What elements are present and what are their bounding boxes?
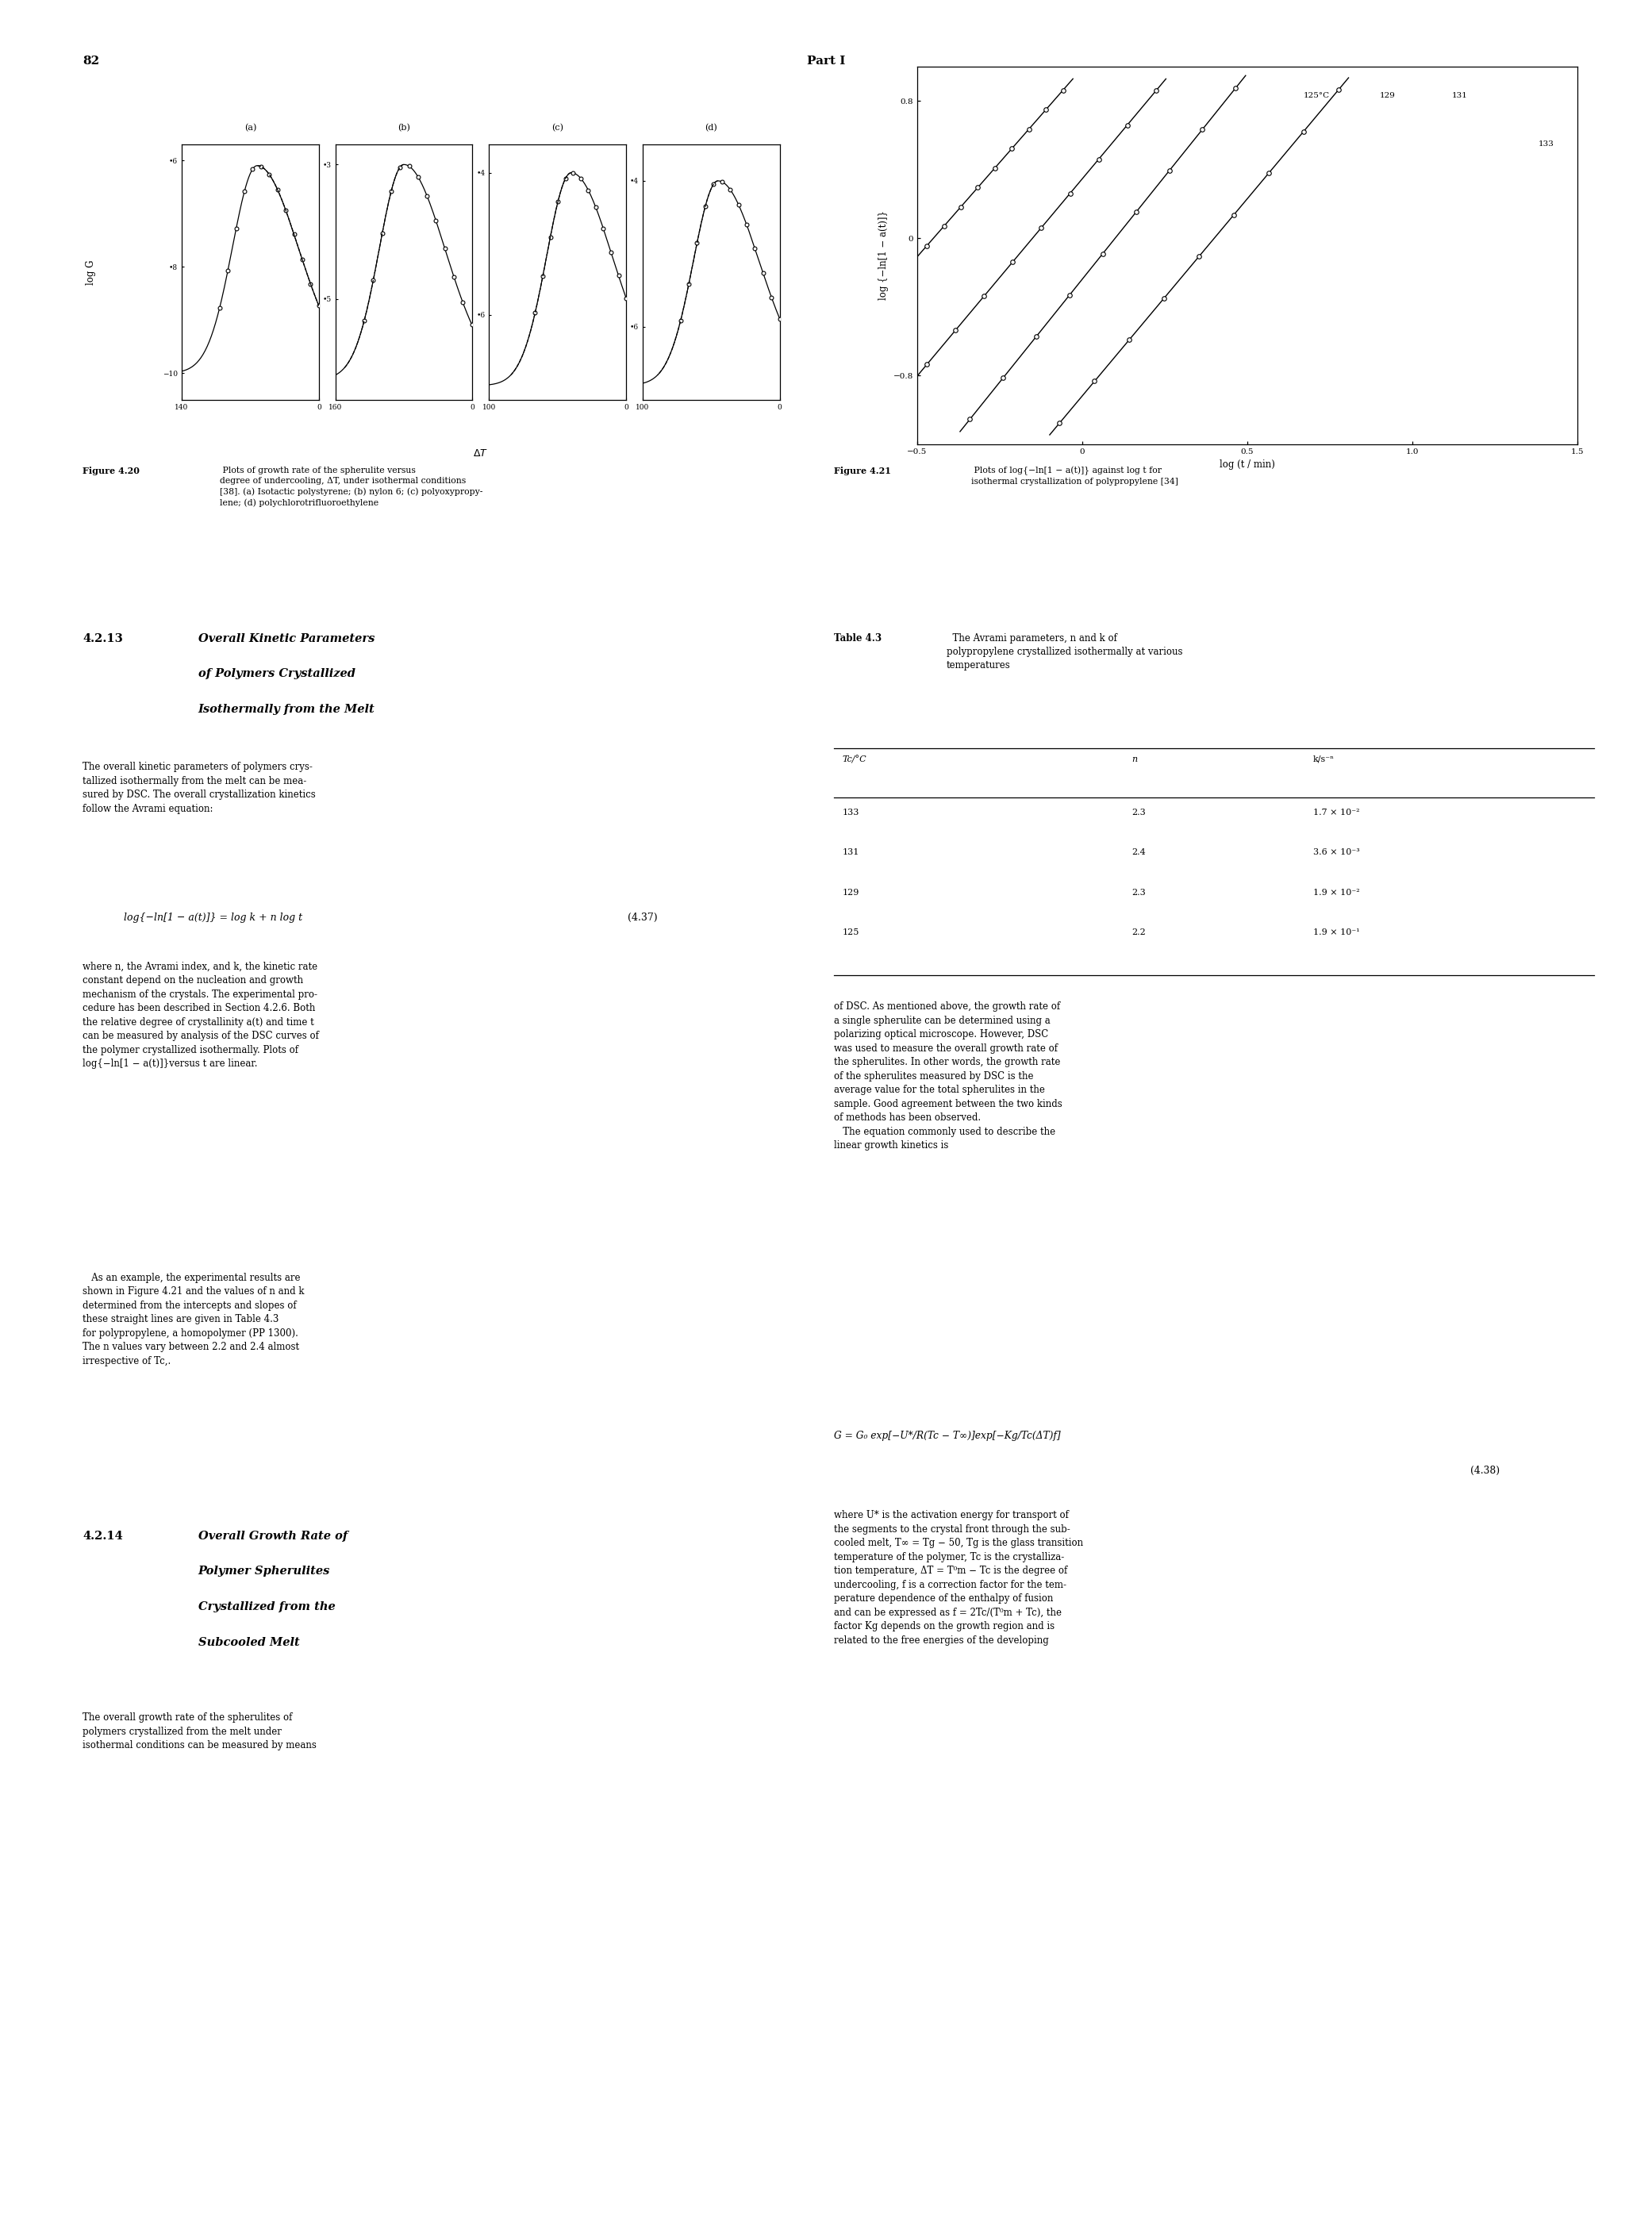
Text: The overall kinetic parameters of polymers crys-
tallized isothermally from the : The overall kinetic parameters of polyme… bbox=[83, 762, 316, 813]
Y-axis label: log {−ln[1 − a(t)]}: log {−ln[1 − a(t)]} bbox=[879, 211, 889, 300]
Text: Plots of growth rate of the spherulite versus
degree of undercooling, ΔT, under : Plots of growth rate of the spherulite v… bbox=[220, 466, 482, 506]
Text: 1.7 × 10⁻²: 1.7 × 10⁻² bbox=[1313, 808, 1360, 817]
Text: 2.3: 2.3 bbox=[1132, 808, 1146, 817]
Text: (4.38): (4.38) bbox=[1470, 1466, 1500, 1477]
Text: As an example, the experimental results are
shown in Figure 4.21 and the values : As an example, the experimental results … bbox=[83, 1273, 304, 1366]
Text: The overall growth rate of the spherulites of
polymers crystallized from the mel: The overall growth rate of the spherulit… bbox=[83, 1712, 317, 1750]
Text: Figure 4.20: Figure 4.20 bbox=[83, 466, 140, 475]
Text: (4.37): (4.37) bbox=[628, 913, 657, 924]
Text: 2.2: 2.2 bbox=[1132, 928, 1146, 937]
Text: Subcooled Melt: Subcooled Melt bbox=[198, 1637, 299, 1648]
Text: Polymer Spherulites: Polymer Spherulites bbox=[198, 1566, 330, 1577]
Text: (b): (b) bbox=[398, 124, 410, 131]
Text: (c): (c) bbox=[552, 124, 563, 131]
Text: Isothermally from the Melt: Isothermally from the Melt bbox=[198, 704, 375, 715]
Text: (d): (d) bbox=[705, 124, 717, 131]
Text: log{−ln[1 − a(t)]} = log k + n log t: log{−ln[1 − a(t)]} = log k + n log t bbox=[124, 913, 302, 924]
Text: $\Delta T$: $\Delta T$ bbox=[472, 449, 489, 460]
Text: 131: 131 bbox=[843, 848, 859, 857]
Text: Tc/°C: Tc/°C bbox=[843, 755, 867, 764]
Text: 82: 82 bbox=[83, 56, 99, 67]
Text: Overall Growth Rate of: Overall Growth Rate of bbox=[198, 1530, 347, 1541]
Text: log G: log G bbox=[86, 260, 96, 284]
Text: Overall Kinetic Parameters: Overall Kinetic Parameters bbox=[198, 633, 375, 644]
Text: G = G₀ exp[−U*/R(Tc − T∞)]exp[−Kg/Tc(ΔT)f]: G = G₀ exp[−U*/R(Tc − T∞)]exp[−Kg/Tc(ΔT)… bbox=[834, 1430, 1061, 1441]
Text: 129: 129 bbox=[1379, 93, 1396, 100]
Text: 4.2.14: 4.2.14 bbox=[83, 1530, 122, 1541]
Text: 1.9 × 10⁻²: 1.9 × 10⁻² bbox=[1313, 888, 1360, 897]
Text: 2.3: 2.3 bbox=[1132, 888, 1146, 897]
Text: of Polymers Crystallized: of Polymers Crystallized bbox=[198, 669, 355, 680]
Text: 125: 125 bbox=[843, 928, 859, 937]
Text: where n, the Avrami index, and k, the kinetic rate
constant depend on the nuclea: where n, the Avrami index, and k, the ki… bbox=[83, 962, 319, 1068]
Text: Part I: Part I bbox=[806, 56, 846, 67]
Text: 133: 133 bbox=[1538, 140, 1555, 147]
X-axis label: log (t / min): log (t / min) bbox=[1219, 460, 1275, 471]
Text: 131: 131 bbox=[1452, 93, 1469, 100]
Text: where U* is the activation energy for transport of
the segments to the crystal f: where U* is the activation energy for tr… bbox=[834, 1510, 1084, 1646]
Text: 133: 133 bbox=[843, 808, 859, 817]
Text: n: n bbox=[1132, 755, 1137, 764]
Text: 125°C: 125°C bbox=[1303, 93, 1330, 100]
Text: 2.4: 2.4 bbox=[1132, 848, 1146, 857]
Text: 4.2.13: 4.2.13 bbox=[83, 633, 122, 644]
Text: 1.9 × 10⁻¹: 1.9 × 10⁻¹ bbox=[1313, 928, 1360, 937]
Text: The Avrami parameters, n and k of
polypropylene crystallized isothermally at var: The Avrami parameters, n and k of polypr… bbox=[947, 633, 1183, 671]
Text: 129: 129 bbox=[843, 888, 859, 897]
Text: Plots of log{−ln[1 − a(t)]} against log t for
isothermal crystallization of poly: Plots of log{−ln[1 − a(t)]} against log … bbox=[971, 466, 1178, 486]
Text: 3.6 × 10⁻³: 3.6 × 10⁻³ bbox=[1313, 848, 1360, 857]
Text: of DSC. As mentioned above, the growth rate of
a single spherulite can be determ: of DSC. As mentioned above, the growth r… bbox=[834, 1002, 1062, 1150]
Text: k/s⁻ⁿ: k/s⁻ⁿ bbox=[1313, 755, 1335, 764]
Text: Table 4.3: Table 4.3 bbox=[834, 633, 882, 644]
Text: Figure 4.21: Figure 4.21 bbox=[834, 466, 892, 475]
Text: (a): (a) bbox=[244, 124, 256, 131]
Text: Crystallized from the: Crystallized from the bbox=[198, 1601, 335, 1612]
